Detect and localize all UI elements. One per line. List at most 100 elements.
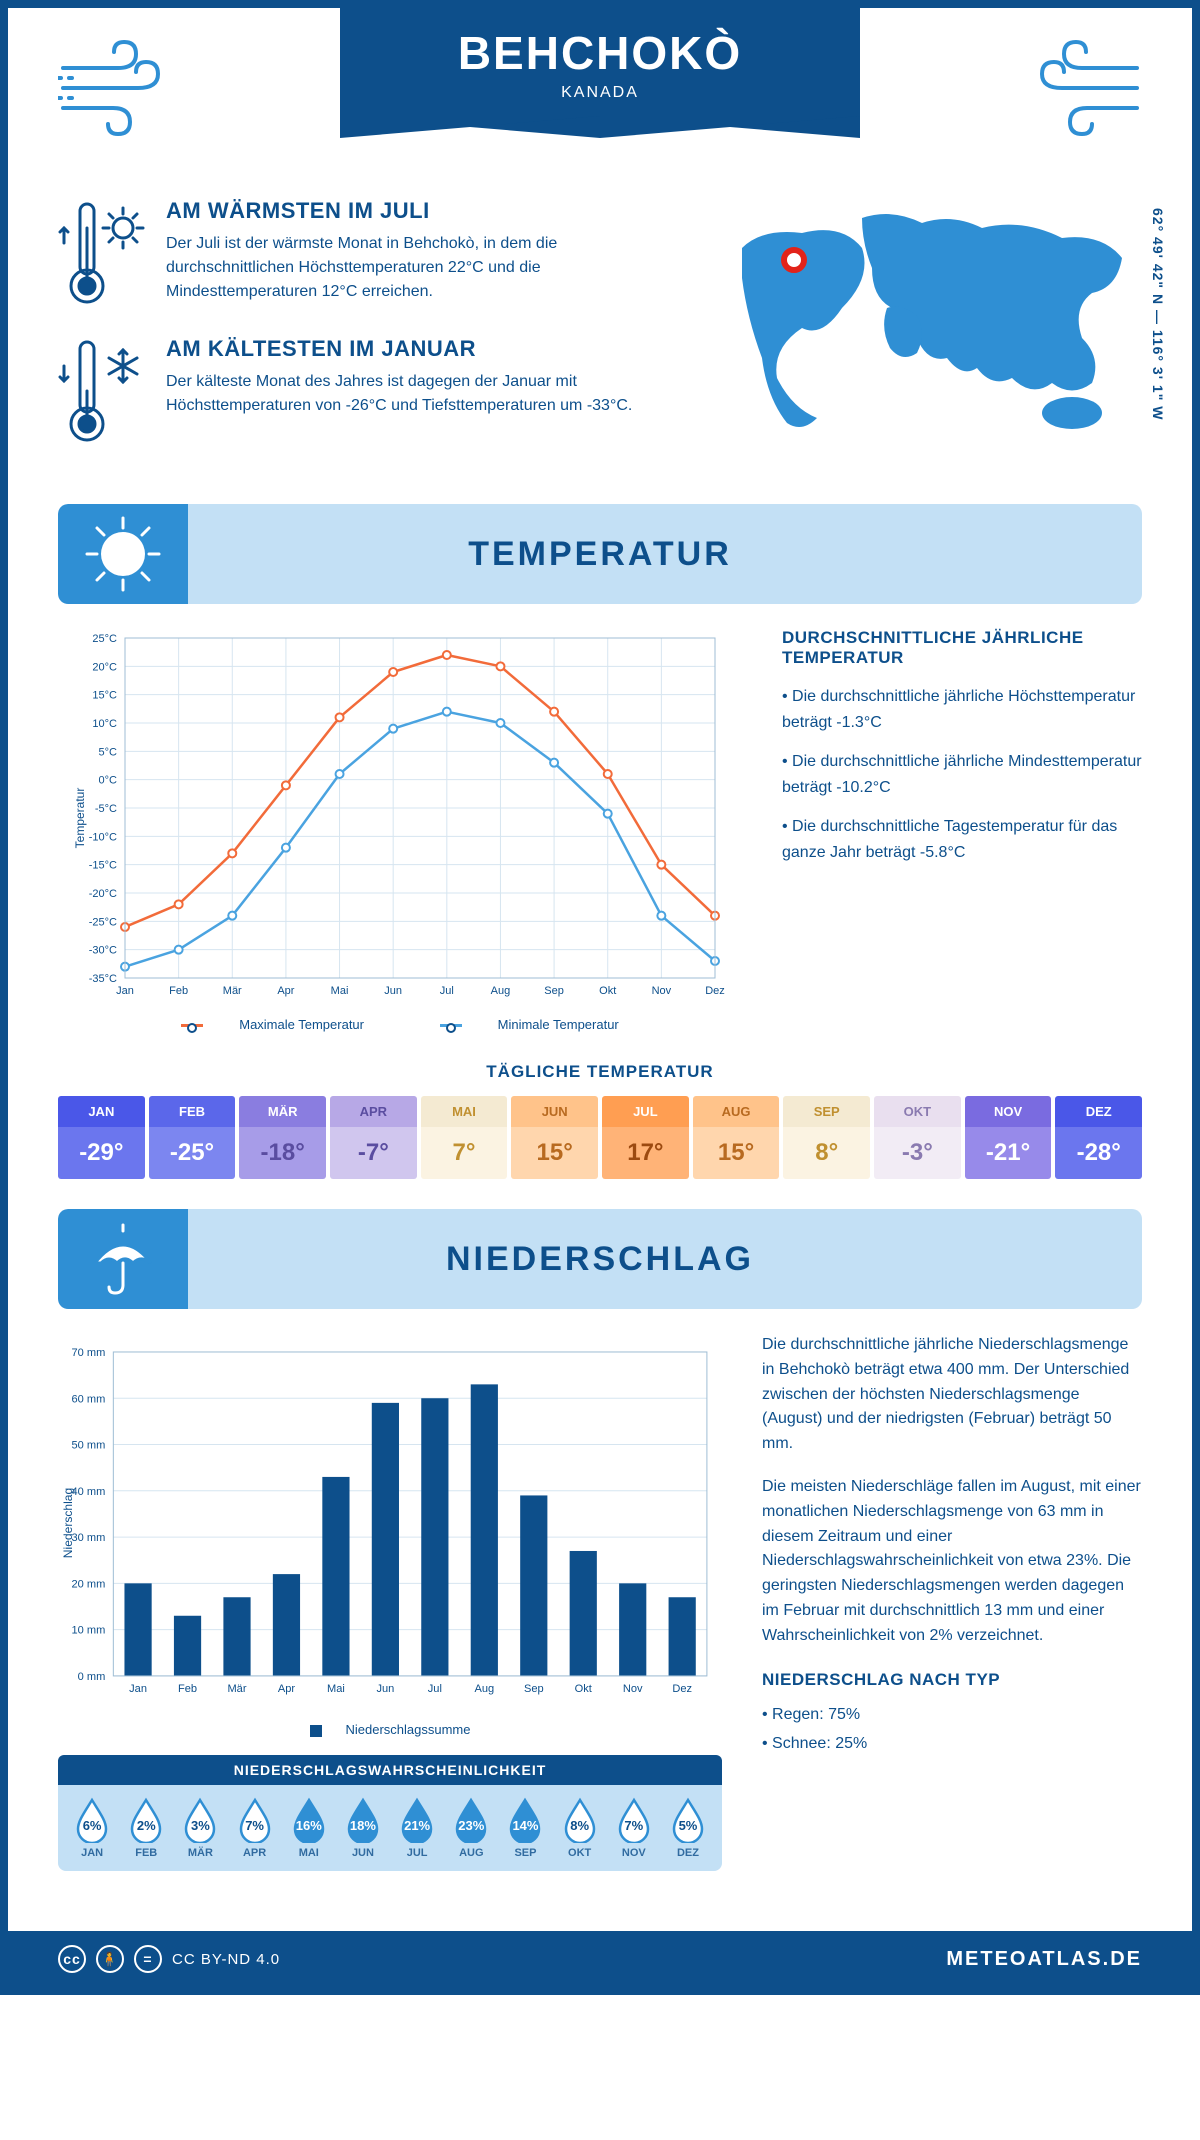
svg-text:10 mm: 10 mm — [72, 1625, 106, 1637]
svg-text:15°C: 15°C — [92, 690, 117, 702]
world-map: 62° 49' 42" N — 116° 3' 1" W — [722, 198, 1142, 474]
month-cell: OKT-3° — [874, 1096, 961, 1179]
month-cell: SEP8° — [783, 1096, 870, 1179]
svg-text:10°C: 10°C — [92, 718, 117, 730]
prob-cell: 21%JUL — [391, 1797, 443, 1859]
svg-text:Nov: Nov — [623, 1683, 643, 1695]
svg-text:50 mm: 50 mm — [72, 1440, 106, 1452]
prob-cell: 14%SEP — [499, 1797, 551, 1859]
chart-legend: Maximale Temperatur Minimale Temperatur — [58, 1017, 742, 1032]
svg-text:25°C: 25°C — [92, 633, 117, 645]
license: cc 🧍 = CC BY-ND 4.0 — [58, 1945, 280, 1973]
svg-text:Temperatur: Temperatur — [73, 788, 87, 849]
umbrella-icon — [83, 1219, 163, 1299]
svg-text:-5°C: -5°C — [95, 803, 117, 815]
prob-cell: 16%MAI — [283, 1797, 335, 1859]
thermometer-sun-icon — [58, 198, 148, 308]
fact-cold-text: Der kälteste Monat des Jahres ist dagege… — [166, 370, 682, 418]
prob-cell: 2%FEB — [120, 1797, 172, 1859]
month-cell: JUN15° — [511, 1096, 598, 1179]
svg-text:Jun: Jun — [376, 1683, 394, 1695]
precipitation-probability: NIEDERSCHLAGSWAHRSCHEINLICHKEIT 6%JAN2%F… — [58, 1755, 722, 1871]
svg-text:30 mm: 30 mm — [72, 1532, 106, 1544]
wind-icon — [58, 38, 178, 138]
section-title: TEMPERATUR — [468, 535, 732, 574]
prob-cell: 6%JAN — [66, 1797, 118, 1859]
month-cell: JAN-29° — [58, 1096, 145, 1179]
svg-text:5°C: 5°C — [99, 746, 118, 758]
svg-text:Mai: Mai — [331, 985, 349, 997]
svg-text:Mai: Mai — [327, 1683, 345, 1695]
svg-text:Mär: Mär — [223, 985, 242, 997]
svg-text:70 mm: 70 mm — [72, 1347, 106, 1359]
fact-coldest: AM KÄLTESTEN IM JANUAR Der kälteste Mona… — [58, 336, 682, 446]
svg-text:Mär: Mär — [227, 1683, 246, 1695]
svg-text:Nov: Nov — [652, 985, 672, 997]
section-title: NIEDERSCHLAG — [446, 1240, 754, 1279]
month-cell: DEZ-28° — [1055, 1096, 1142, 1179]
prob-cell: 23%AUG — [445, 1797, 497, 1859]
city-name: BEHCHOKÒ — [340, 26, 860, 80]
svg-text:Jun: Jun — [384, 985, 402, 997]
svg-text:20 mm: 20 mm — [72, 1578, 106, 1590]
brand: METEOATLAS.DE — [946, 1948, 1142, 1971]
month-cell: NOV-21° — [965, 1096, 1052, 1179]
fact-cold-title: AM KÄLTESTEN IM JANUAR — [166, 336, 682, 362]
section-header-temperature: TEMPERATUR — [58, 504, 1142, 604]
svg-text:20°C: 20°C — [92, 661, 117, 673]
svg-text:Sep: Sep — [544, 985, 564, 997]
prob-cell: 5%DEZ — [662, 1797, 714, 1859]
svg-text:Aug: Aug — [474, 1683, 494, 1695]
month-cell: JUL17° — [602, 1096, 689, 1179]
prob-cell: 7%APR — [229, 1797, 281, 1859]
month-cell: APR-7° — [330, 1096, 417, 1179]
svg-text:Jul: Jul — [428, 1683, 442, 1695]
precipitation-bar-chart: 0 mm 10 mm 20 mm 30 mm 40 mm 50 mm 60 mm 70 mm J… — [58, 1333, 722, 1713]
svg-text:Okt: Okt — [599, 985, 616, 997]
prob-cell: 18%JUN — [337, 1797, 389, 1859]
fact-warm-text: Der Juli ist der wärmste Monat in Behcho… — [166, 232, 682, 304]
svg-text:Jan: Jan — [129, 1683, 147, 1695]
sun-icon — [83, 514, 163, 594]
month-cell: MAI7° — [421, 1096, 508, 1179]
footer: cc 🧍 = CC BY-ND 4.0 METEOATLAS.DE — [8, 1931, 1192, 1987]
country-name: KANADA — [340, 84, 860, 102]
section-header-precip: NIEDERSCHLAG — [58, 1209, 1142, 1309]
svg-text:Apr: Apr — [278, 1683, 296, 1695]
prob-cell: 7%NOV — [608, 1797, 660, 1859]
prob-cell: 8%OKT — [554, 1797, 606, 1859]
svg-text:Feb: Feb — [178, 1683, 197, 1695]
svg-text:Feb: Feb — [169, 985, 188, 997]
daily-temp-title: TÄGLICHE TEMPERATUR — [58, 1062, 1142, 1082]
wind-icon — [1022, 38, 1142, 138]
svg-text:-20°C: -20°C — [89, 888, 117, 900]
svg-text:-10°C: -10°C — [89, 831, 117, 843]
svg-text:-25°C: -25°C — [89, 916, 117, 928]
svg-text:Aug: Aug — [491, 985, 511, 997]
prob-cell: 3%MÄR — [174, 1797, 226, 1859]
title-banner: BEHCHOKÒ KANADA — [340, 8, 860, 116]
temperature-summary: DURCHSCHNITTLICHE JÄHRLICHE TEMPERATUR •… — [782, 628, 1142, 1032]
svg-text:-15°C: -15°C — [89, 860, 117, 872]
svg-text:Dez: Dez — [672, 1683, 692, 1695]
by-icon: 🧍 — [96, 1945, 124, 1973]
month-cell: AUG15° — [693, 1096, 780, 1179]
svg-text:Niederschlag: Niederschlag — [61, 1488, 75, 1558]
svg-text:Dez: Dez — [705, 985, 725, 997]
month-cell: MÄR-18° — [239, 1096, 326, 1179]
precipitation-text: Die durchschnittliche jährliche Niedersc… — [762, 1333, 1142, 1871]
svg-text:Okt: Okt — [575, 1683, 592, 1695]
temperature-line-chart: -35°C-30°C-25°C-20°C-15°C-10°C-5°C0°C5°C… — [58, 628, 742, 1032]
cc-icon: cc — [58, 1945, 86, 1973]
svg-text:-30°C: -30°C — [89, 945, 117, 957]
svg-text:0 mm: 0 mm — [78, 1671, 106, 1683]
svg-text:-35°C: -35°C — [89, 973, 117, 985]
svg-text:40 mm: 40 mm — [72, 1486, 106, 1498]
chart-legend: Niederschlagssumme — [58, 1722, 722, 1737]
header: BEHCHOKÒ KANADA — [58, 8, 1142, 188]
location-marker — [784, 250, 804, 270]
svg-text:60 mm: 60 mm — [72, 1393, 106, 1405]
fact-warmest: AM WÄRMSTEN IM JULI Der Juli ist der wär… — [58, 198, 682, 308]
month-cell: FEB-25° — [149, 1096, 236, 1179]
nd-icon: = — [134, 1945, 162, 1973]
